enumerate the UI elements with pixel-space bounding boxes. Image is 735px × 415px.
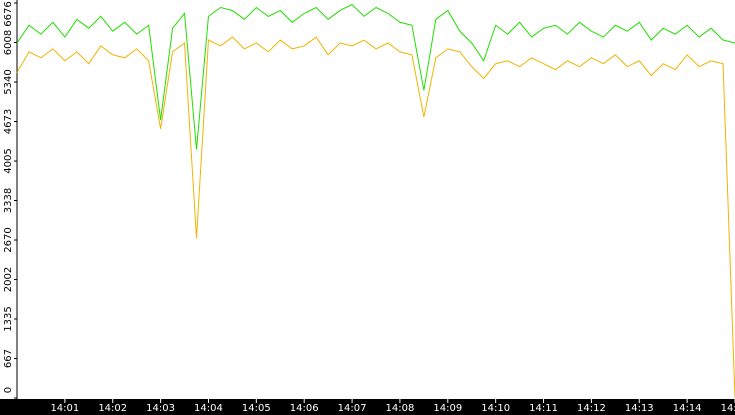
x-tick-label: 14:07 [338,403,367,414]
x-tick-label: 14:12 [577,403,606,414]
y-tick-label: 4673 [3,109,14,134]
x-tick-label: 14:03 [146,403,175,414]
y-tick-label: 6676 [3,1,14,26]
x-tick-label: 14:05 [242,403,271,414]
y-tick-label: 1335 [3,306,14,331]
x-tick-label: 14:10 [481,403,510,414]
x-tick-label: 14:09 [433,403,462,414]
x-axis-strip [0,399,735,415]
x-tick-label: 14:11 [529,403,558,414]
series-line [16,3,735,150]
y-tick-label: 5340 [3,69,14,94]
x-tick-label: 14:14 [673,403,702,414]
y-tick-label: 667 [3,349,14,368]
y-tick-label: 4005 [3,148,14,173]
x-tick-label: 14:01 [50,403,79,414]
x-tick-label: 14:13 [625,403,654,414]
series-line [16,36,735,399]
y-tick-label: 6008 [3,30,14,55]
x-tick-label: 14:08 [386,403,415,414]
y-tick-label: 2002 [3,267,14,292]
x-tick-label: 14:02 [98,403,127,414]
x-tick-label: 14:15 [721,403,735,414]
y-tick-label: 3338 [3,188,14,213]
y-tick-label: 2670 [3,227,14,252]
x-tick-label: 14:04 [194,403,223,414]
x-tick-label: 14:06 [290,403,319,414]
y-tick-label: 0 [3,387,14,393]
